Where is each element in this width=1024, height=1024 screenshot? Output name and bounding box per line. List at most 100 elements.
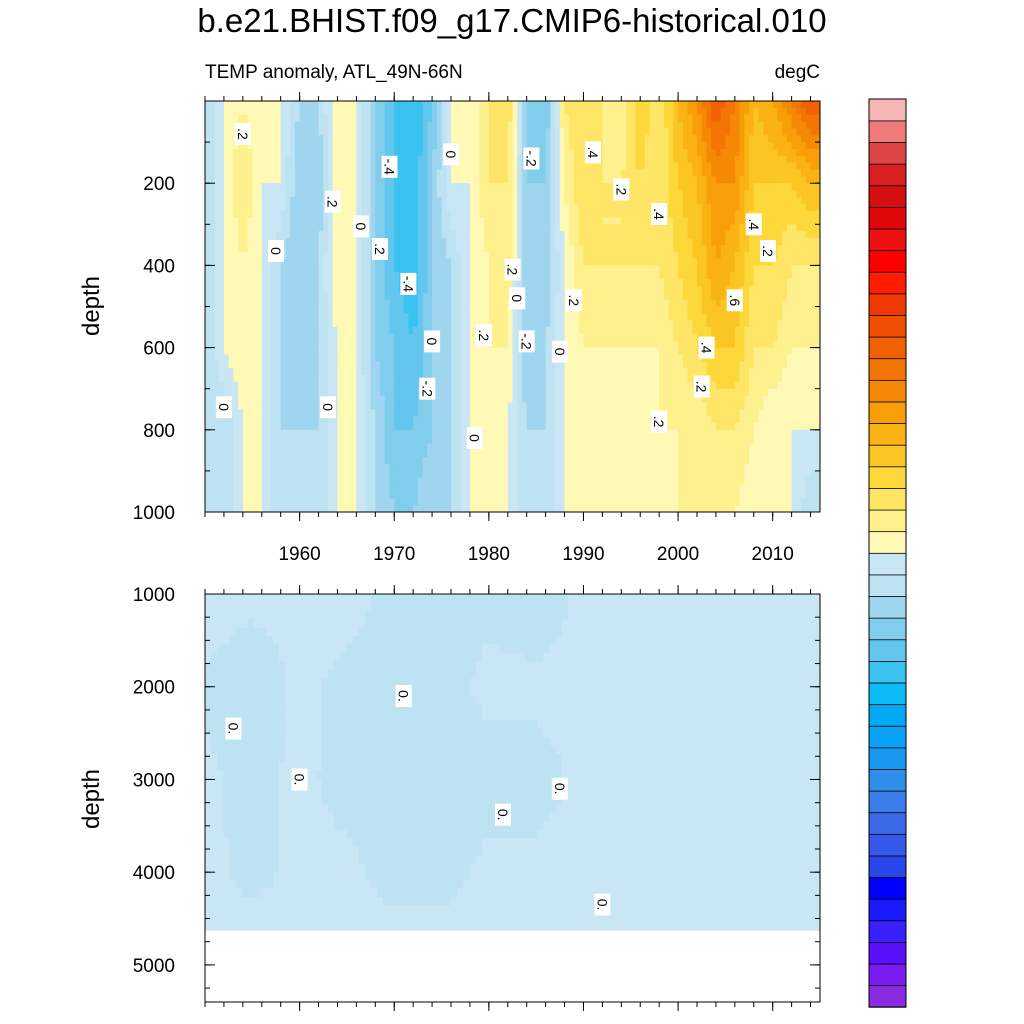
heatmap-cell (313, 210, 320, 219)
heatmap-cell (342, 224, 348, 232)
heatmap-cell (384, 114, 391, 123)
heatmap-cell (701, 128, 708, 136)
heatmap-cell (782, 354, 788, 362)
heatmap-cell (242, 101, 249, 109)
heatmap-cell (540, 101, 547, 109)
heatmap-cell (786, 265, 793, 273)
heatmap-cell (644, 203, 651, 212)
heatmap-cell (257, 128, 263, 136)
heatmap-cell (739, 114, 745, 123)
heatmap-cell (725, 327, 731, 335)
heatmap-cell (337, 333, 343, 342)
heatmap-cell (290, 231, 296, 239)
heatmap-cell (223, 361, 230, 369)
heatmap-cell (304, 224, 310, 232)
heatmap-cell (663, 107, 670, 116)
heatmap-cell (441, 196, 447, 205)
heatmap-cell (441, 313, 447, 321)
heatmap-cell (550, 128, 556, 136)
heatmap-cell (701, 210, 708, 219)
heatmap-cell (380, 313, 386, 321)
heatmap-cell (356, 121, 362, 129)
heatmap-cell (261, 279, 268, 287)
heatmap-cell (455, 272, 462, 280)
heatmap-cell (772, 333, 779, 342)
heatmap-cell (810, 285, 816, 294)
heatmap-cell (626, 238, 632, 246)
heatmap-cell (559, 251, 566, 260)
heatmap-cell (242, 327, 249, 335)
heatmap-cell (630, 217, 637, 225)
heatmap-cell (786, 162, 793, 171)
heatmap-cell (346, 279, 353, 287)
heatmap-cell (266, 258, 272, 266)
heatmap-cell (682, 265, 689, 273)
heatmap-cell (526, 265, 533, 273)
heatmap-cell (469, 169, 476, 177)
heatmap-cell (465, 292, 471, 301)
heatmap-cell (711, 196, 717, 205)
heatmap-cell (209, 231, 216, 239)
heatmap-cell (654, 176, 660, 184)
heatmap-cell (257, 135, 263, 143)
heatmap-cell (559, 292, 566, 301)
heatmap-cell (536, 327, 542, 335)
heatmap-cell (238, 347, 244, 356)
heatmap-cell (290, 340, 296, 349)
heatmap-cell (569, 155, 575, 164)
heatmap-cell (749, 238, 755, 246)
heatmap-cell (427, 121, 433, 129)
heatmap-cell (346, 231, 353, 239)
heatmap-cell (602, 162, 608, 171)
heatmap-cell (753, 190, 760, 198)
heatmap-cell (697, 128, 703, 136)
heatmap-cell (280, 121, 287, 129)
heatmap-cell (469, 148, 476, 157)
heatmap-cell (711, 176, 717, 184)
heatmap-cell (351, 190, 357, 198)
heatmap-cell (607, 176, 613, 184)
heatmap-cell (588, 224, 594, 232)
heatmap-cell (332, 340, 339, 349)
heatmap-cell (592, 101, 599, 109)
heatmap-cell (233, 217, 239, 225)
heatmap-cell (446, 313, 452, 321)
heatmap-cell (621, 333, 627, 342)
heatmap-cell (375, 333, 381, 342)
heatmap-cell (318, 196, 324, 205)
heatmap-cell (810, 231, 816, 239)
heatmap-cell (545, 299, 551, 308)
heatmap-cell (640, 313, 646, 321)
heatmap-cell (512, 238, 518, 246)
heatmap-cell (796, 299, 802, 308)
heatmap-cell (782, 142, 788, 150)
heatmap-cell (540, 162, 547, 171)
heatmap-cell (214, 196, 220, 205)
heatmap-cell (777, 299, 783, 308)
heatmap-cell (782, 272, 788, 280)
heatmap-cell (252, 285, 258, 294)
heatmap-cell (569, 210, 575, 219)
heatmap-cell (498, 169, 504, 177)
heatmap-cell (294, 128, 301, 136)
heatmap-cell (436, 238, 443, 246)
heatmap-cell (408, 162, 414, 171)
heatmap-cell (602, 265, 608, 273)
heatmap-cell (337, 210, 343, 219)
heatmap-cell (564, 279, 570, 287)
heatmap-cell (711, 272, 717, 280)
heatmap-cell (668, 333, 674, 342)
heatmap-cell (536, 107, 542, 116)
heatmap-cell (299, 217, 305, 225)
heatmap-cell (451, 231, 457, 239)
heatmap-cell (299, 128, 305, 136)
heatmap-cell (214, 258, 220, 266)
heatmap-cell (801, 101, 807, 109)
heatmap-cell (649, 121, 656, 129)
heatmap-cell (380, 265, 386, 273)
heatmap-cell (271, 265, 277, 273)
heatmap-cell (512, 155, 518, 164)
heatmap-cell (782, 313, 788, 321)
heatmap-cell (697, 142, 703, 150)
heatmap-cell (649, 162, 656, 171)
